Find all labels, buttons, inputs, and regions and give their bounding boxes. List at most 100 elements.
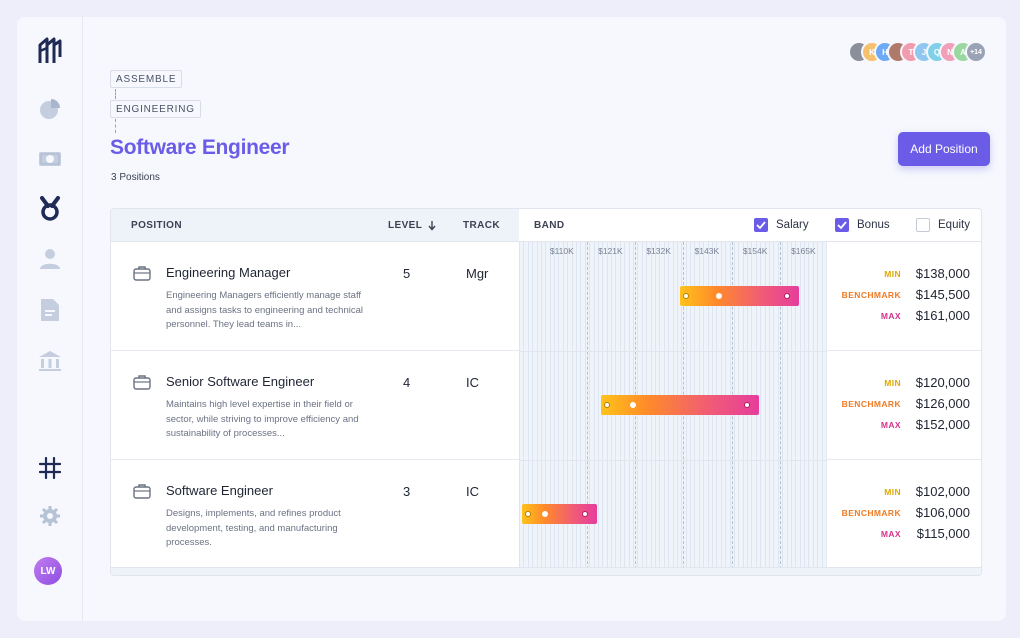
band-values: MIN $120,000 BENCHMARK $126,000 MAX $152… — [826, 351, 981, 460]
band-tick-label: $110K — [549, 246, 574, 256]
user-icon[interactable] — [36, 245, 64, 273]
header-position[interactable]: POSITION — [131, 220, 182, 231]
main-content: K H T J Q N A +14 ASSEMBLE ENGINEERING Software… — [84, 17, 1006, 621]
grid-stripe — [519, 242, 520, 569]
briefcase-icon — [133, 266, 151, 281]
band-tick-label: $132K — [646, 246, 671, 256]
row-divider — [519, 460, 826, 461]
max-marker[interactable] — [783, 293, 790, 299]
logo-icon[interactable] — [36, 37, 64, 65]
min-label: MIN — [884, 487, 901, 497]
grid-stripe — [576, 242, 577, 569]
benchmark-marker[interactable] — [542, 511, 549, 517]
min-value: $138,000 — [915, 266, 970, 281]
gear-icon[interactable] — [36, 502, 64, 530]
position-level: 3 — [403, 484, 411, 499]
benchmark-marker[interactable] — [715, 293, 722, 299]
band-values: MIN $102,000 BENCHMARK $106,000 MAX $115… — [826, 460, 981, 569]
min-marker[interactable] — [524, 511, 531, 517]
medal-icon[interactable] — [36, 195, 64, 223]
breadcrumb-assemble[interactable]: ASSEMBLE — [110, 70, 183, 88]
money-icon[interactable] — [36, 145, 64, 173]
max-value: $161,000 — [915, 308, 970, 323]
max-label: MAX — [880, 420, 901, 430]
bonus-toggle-label: Bonus — [857, 219, 890, 231]
grid-stripe — [589, 242, 591, 569]
grid-stripe — [597, 242, 599, 569]
equity-toggle-label: Equity — [938, 219, 970, 231]
position-description: Maintains high level expertise in their … — [166, 399, 359, 439]
grid-icon[interactable] — [36, 454, 64, 482]
grid-stripe — [532, 242, 534, 569]
sort-arrow-icon — [428, 220, 436, 231]
grid-stripe — [527, 242, 529, 569]
max-marker[interactable] — [744, 402, 751, 408]
grid-stripe — [768, 242, 770, 569]
document-icon[interactable] — [36, 296, 64, 324]
grid-stripe — [782, 242, 784, 569]
benchmark-marker[interactable] — [630, 402, 637, 408]
band-divider — [779, 242, 781, 569]
band-header: BAND Salary Bonus Equity — [519, 209, 981, 242]
grid-stripe — [584, 242, 586, 569]
checkbox-unchecked-icon — [916, 218, 930, 232]
salary-band-chart[interactable]: $110K $121K $132K $143K $154K $165K — [519, 242, 826, 569]
salary-band-bar[interactable] — [600, 395, 760, 415]
min-marker[interactable] — [603, 402, 610, 408]
pie-chart-icon[interactable] — [36, 95, 64, 123]
grid-stripe — [558, 242, 560, 569]
position-track: IC — [466, 484, 479, 499]
collaborator-avatars[interactable]: K H T J Q N A +14 — [848, 41, 987, 63]
table-row[interactable]: Engineering Manager Engineering Managers… — [111, 242, 519, 351]
min-marker[interactable] — [682, 293, 689, 299]
equity-toggle[interactable]: Equity — [916, 218, 970, 232]
header-level-label: LEVEL — [388, 220, 423, 231]
table-row[interactable]: Senior Software Engineer Maintains high … — [111, 351, 519, 460]
add-position-button[interactable]: Add Position — [898, 132, 990, 166]
briefcase-icon — [133, 484, 151, 499]
position-track: Mgr — [466, 266, 489, 281]
bank-icon[interactable] — [36, 347, 64, 375]
band-tick-label: $165K — [791, 246, 816, 256]
user-avatar[interactable]: LW — [34, 557, 62, 585]
position-name[interactable]: Software Engineer — [166, 483, 273, 498]
page-title: Software Engineer — [110, 136, 290, 159]
header-band: BAND — [534, 220, 565, 231]
grid-stripe — [786, 242, 788, 569]
band-divider — [586, 242, 588, 569]
max-marker[interactable] — [581, 511, 588, 517]
grid-stripe — [812, 242, 814, 569]
breadcrumb-connector — [115, 89, 116, 99]
header-track[interactable]: TRACK — [463, 220, 500, 231]
band-values: MIN $138,000 BENCHMARK $145,500 MAX $161… — [826, 242, 981, 351]
position-name[interactable]: Engineering Manager — [166, 265, 291, 280]
min-label: MIN — [884, 269, 901, 279]
salary-band-bar[interactable] — [521, 504, 597, 524]
checkbox-checked-icon — [754, 218, 768, 232]
header-level[interactable]: LEVEL — [388, 220, 436, 231]
grid-stripe — [536, 242, 538, 569]
grid-stripe — [764, 242, 766, 569]
grid-stripe — [773, 242, 775, 569]
grid-stripe — [817, 242, 819, 569]
benchmark-value: $126,000 — [915, 396, 970, 411]
breadcrumb-engineering[interactable]: ENGINEERING — [110, 100, 201, 118]
position-level: 4 — [403, 375, 411, 390]
max-label: MAX — [880, 529, 901, 539]
salary-toggle[interactable]: Salary — [754, 218, 809, 232]
band-tick-label: $121K — [598, 246, 623, 256]
band-tick-label: $143K — [694, 246, 720, 256]
salary-band-bar[interactable] — [679, 286, 799, 306]
max-label: MAX — [880, 311, 901, 321]
grid-stripe — [562, 242, 564, 569]
position-level: 5 — [403, 266, 411, 281]
more-collaborators-badge[interactable]: +14 — [965, 41, 987, 63]
benchmark-value: $106,000 — [915, 505, 970, 520]
band-tick-label: $154K — [742, 246, 768, 256]
table-footer — [111, 567, 981, 575]
position-name[interactable]: Senior Software Engineer — [166, 374, 315, 389]
grid-stripe — [790, 242, 792, 569]
table-row[interactable]: Software Engineer Designs, implements, a… — [111, 460, 519, 569]
bonus-toggle[interactable]: Bonus — [835, 218, 890, 232]
grid-stripe — [545, 242, 547, 569]
